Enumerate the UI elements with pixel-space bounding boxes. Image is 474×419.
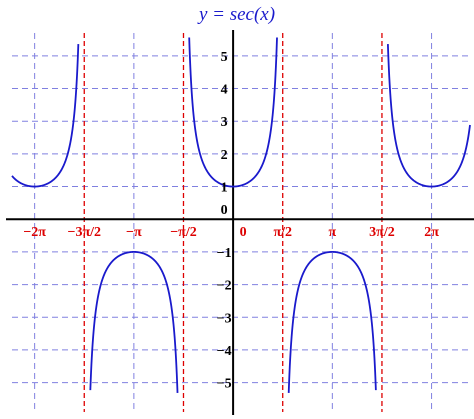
x-tick-label-2: −π bbox=[126, 225, 142, 240]
x-tick-label-4: 0 bbox=[240, 225, 247, 240]
y-tick-label-1: 4 bbox=[221, 83, 228, 98]
sec-branch-3 bbox=[287, 251, 377, 393]
chart-title: y = sec(x) bbox=[197, 4, 275, 25]
sec-branch-2 bbox=[188, 37, 278, 188]
x-tick-label-8: 2π bbox=[424, 225, 439, 240]
y-tick-label-5: 0 bbox=[221, 203, 228, 218]
y-tick-label-0: 5 bbox=[221, 50, 228, 65]
x-tick-label-5: π/2 bbox=[273, 225, 292, 240]
y-tick-label-8: −3 bbox=[217, 311, 232, 326]
x-tick-label-1: −3π/2 bbox=[67, 225, 101, 240]
grid-layer bbox=[12, 33, 470, 412]
y-tick-label-9: −4 bbox=[217, 344, 232, 359]
sec-branch-0 bbox=[11, 44, 80, 188]
x-tick-label-7: 3π/2 bbox=[369, 225, 395, 240]
axis-layer bbox=[6, 30, 474, 415]
y-tick-label-3: 2 bbox=[221, 148, 228, 163]
y-tick-label-6: −1 bbox=[217, 246, 232, 261]
sec-branch-4 bbox=[386, 44, 471, 188]
tick-label-layer: −2π −3π/2 −π −π/2 0 π/2 π 3π/2 2π 5 4 3 2 1 0 −1 −2 −3 −4 −… bbox=[23, 50, 439, 392]
asymptote-layer bbox=[83, 33, 383, 412]
sec-branch-1 bbox=[89, 251, 179, 393]
x-tick-label-3: −π/2 bbox=[170, 225, 197, 240]
x-tick-label-0: −2π bbox=[23, 225, 46, 240]
x-tick-label-6: π bbox=[328, 225, 336, 240]
y-tick-label-2: 3 bbox=[221, 115, 228, 130]
y-tick-label-4: 1 bbox=[221, 181, 228, 196]
y-tick-label-7: −2 bbox=[217, 279, 232, 294]
y-tick-label-10: −5 bbox=[217, 377, 232, 392]
curve-layer bbox=[11, 37, 471, 393]
